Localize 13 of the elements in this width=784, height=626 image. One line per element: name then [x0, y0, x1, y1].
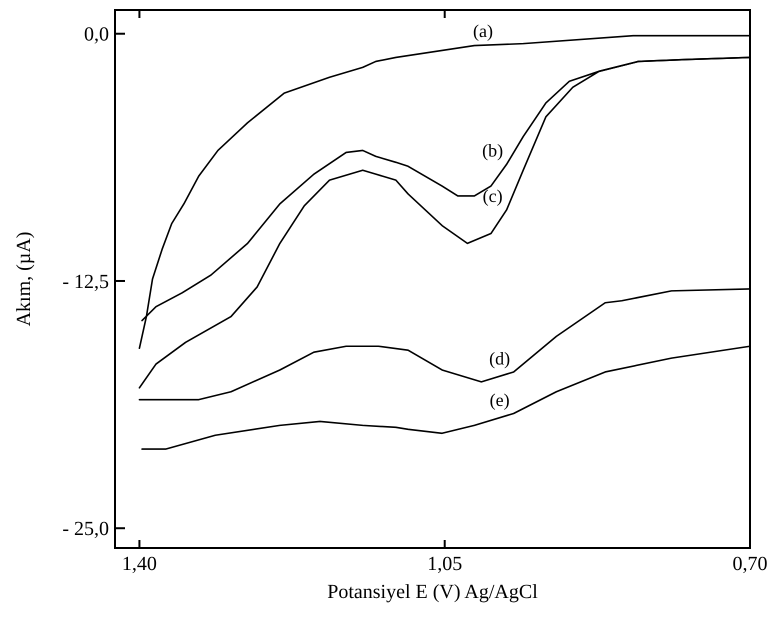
x-tick-label: 1,40 [122, 553, 157, 575]
y-tick-label: - 25,0 [62, 518, 109, 540]
annotation: (a) [473, 20, 494, 41]
annotation: (e) [490, 390, 510, 410]
x-tick-label: 1,05 [427, 553, 462, 575]
x-axis-title: Potansiyel E (V) Ag/AgCl [327, 581, 538, 603]
y-tick-label: 0,0 [84, 24, 109, 46]
annotation: (d) [489, 348, 510, 368]
x-tick-label: 0,70 [732, 553, 768, 575]
annotation: (c) [482, 186, 503, 206]
annotation: (b) [482, 140, 504, 161]
y-tick-label: - 12,5 [62, 270, 109, 293]
y-axis-title: Akım, (µA) [13, 232, 35, 326]
